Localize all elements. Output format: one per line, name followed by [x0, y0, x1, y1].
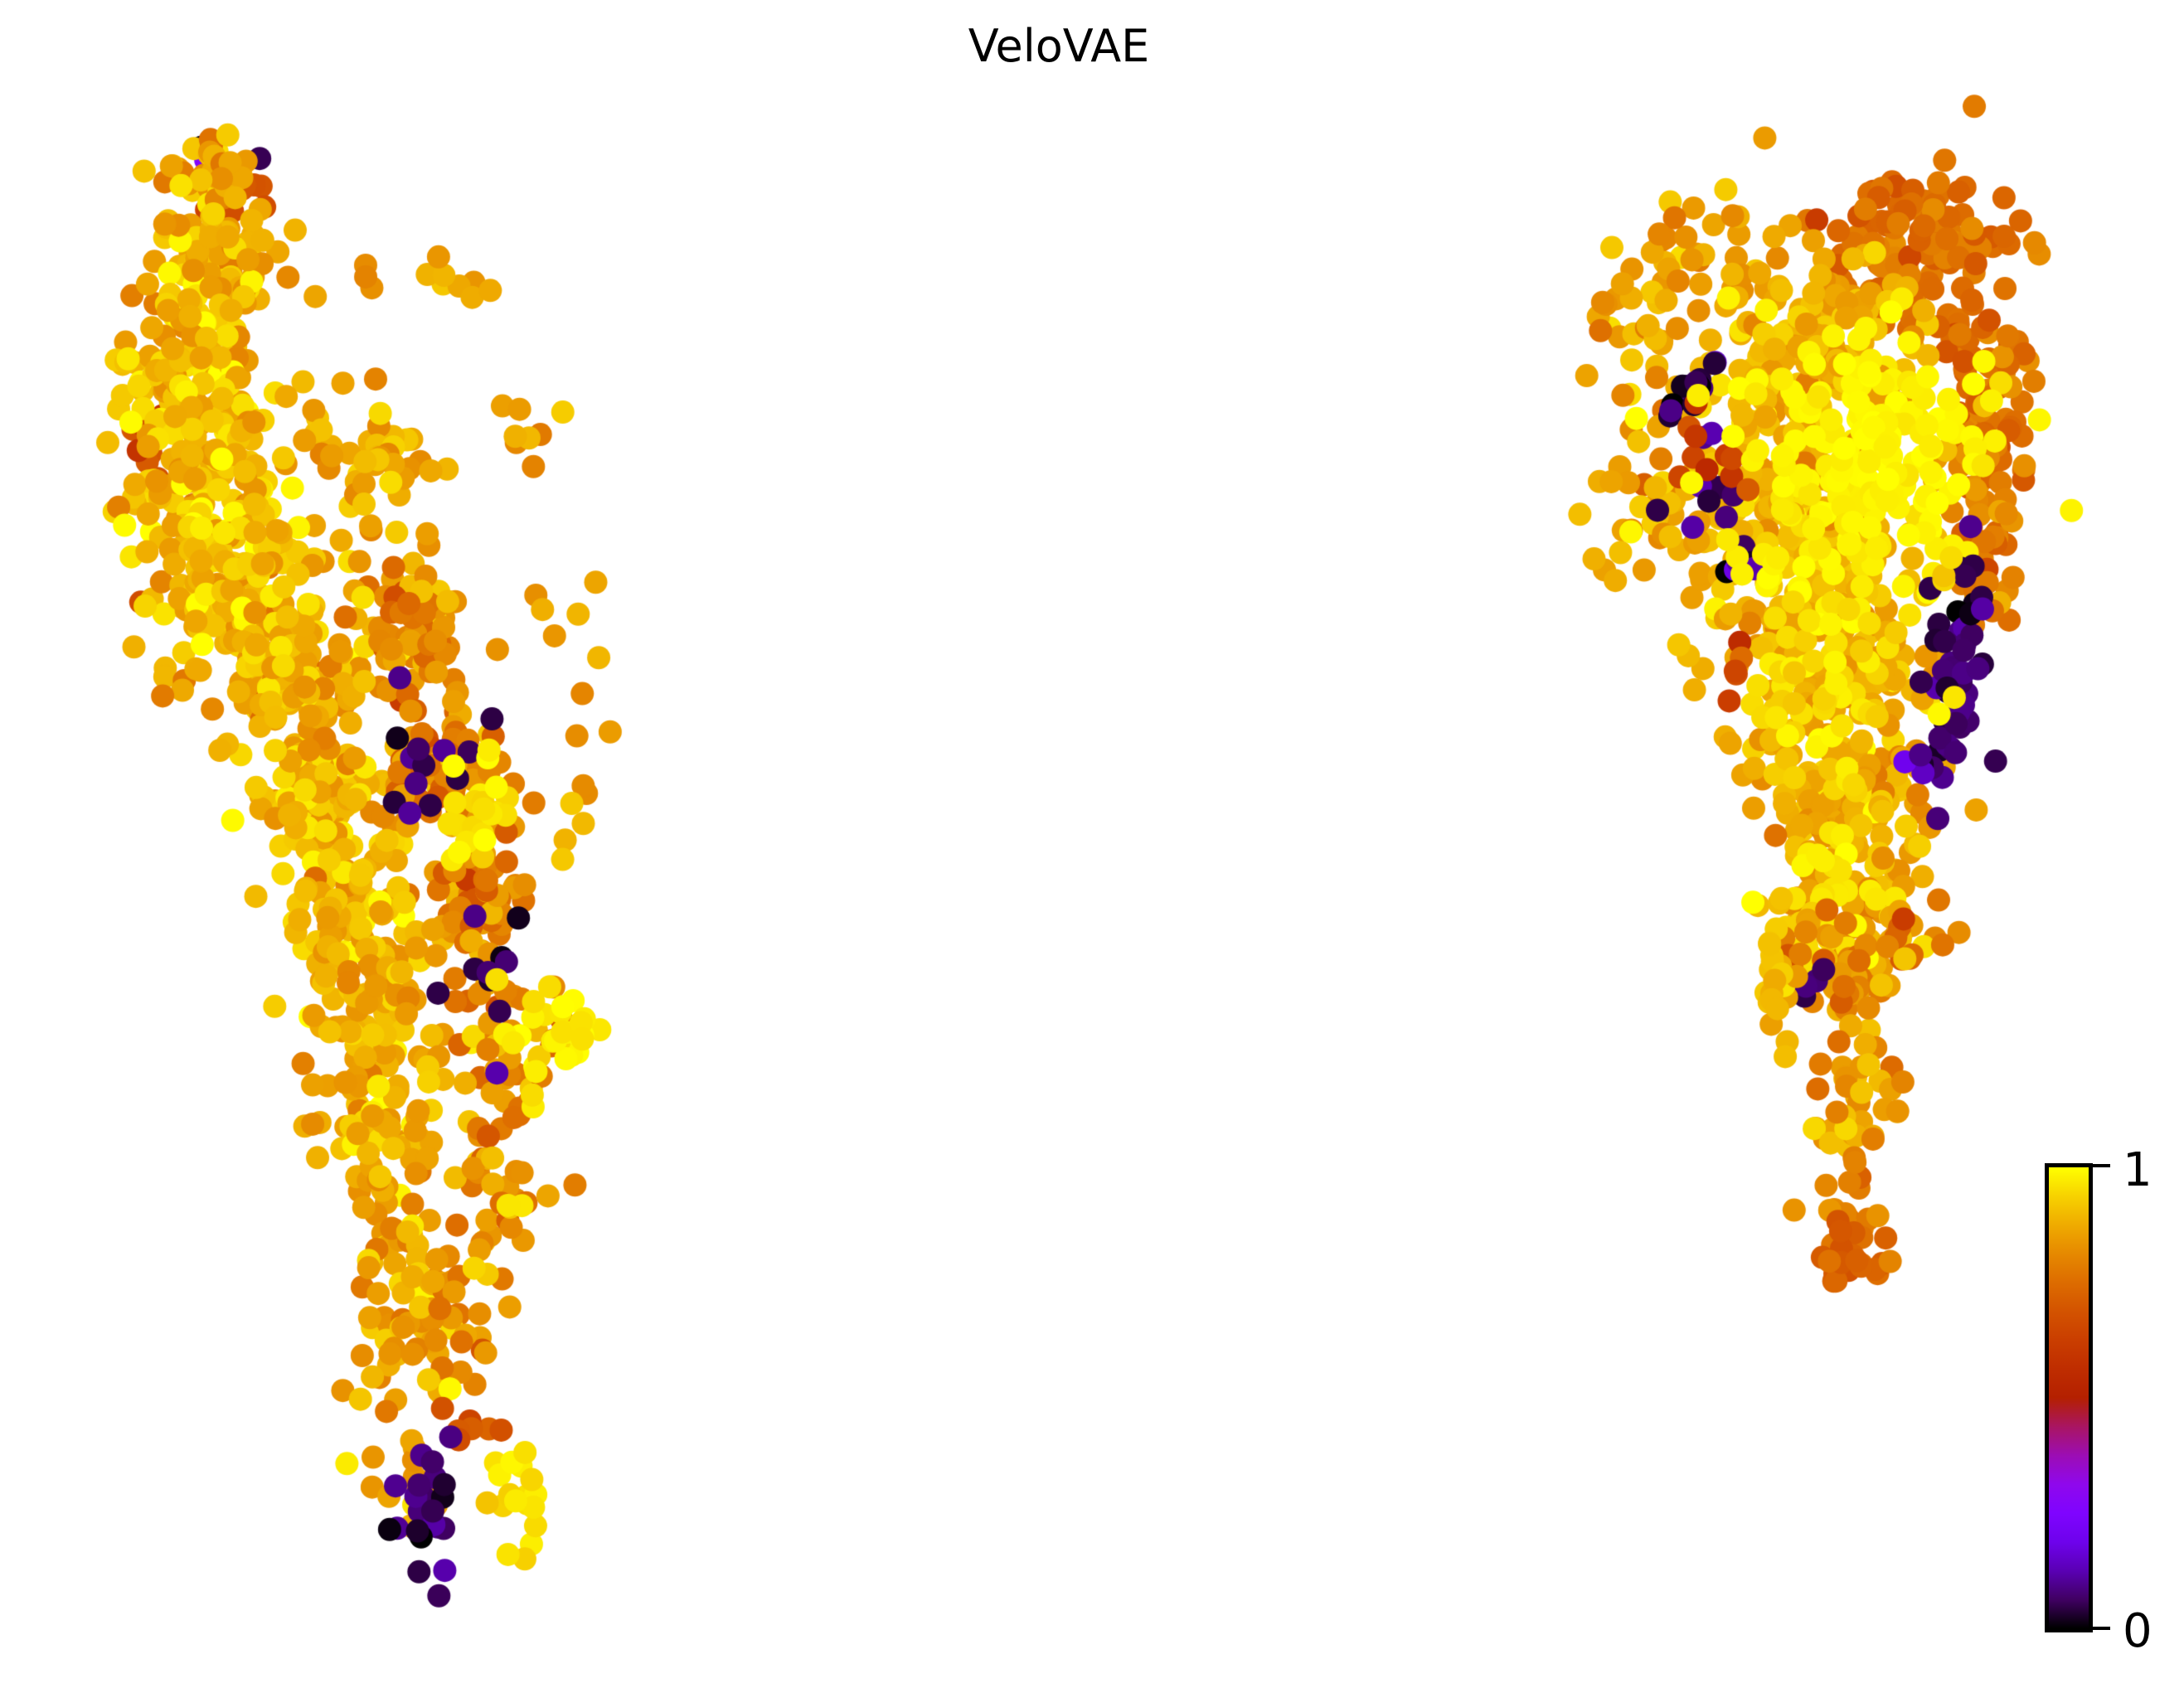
colorbar-max-label: 1 — [2123, 1143, 2152, 1197]
colorbar-tick-top — [2093, 1164, 2110, 1167]
colorbar — [2045, 1163, 2093, 1632]
colorbar-tick-bottom — [2093, 1627, 2110, 1630]
colorbar-min-label: 0 — [2123, 1604, 2152, 1658]
colorbar-gradient — [2049, 1167, 2089, 1628]
